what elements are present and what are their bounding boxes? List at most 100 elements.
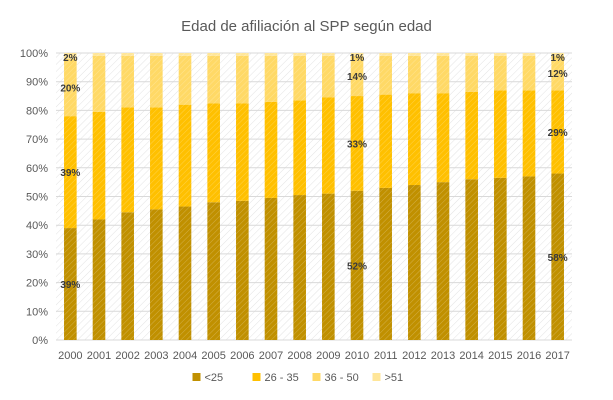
bar-segment [522, 90, 536, 177]
bar-segment [236, 53, 249, 56]
data-label: 39% [60, 280, 80, 291]
data-labels: 39% 39% 20% 2% 52% 33% 14% 1% 58% 29% 12% 1% [60, 53, 567, 291]
data-label: 33% [347, 139, 367, 150]
bar-segment [64, 116, 77, 229]
bar-segment [350, 190, 364, 340]
bar-segment [436, 93, 450, 183]
bar-segment [322, 193, 335, 340]
x-tick-label: 2012 [402, 350, 426, 362]
legend-label: >51 [385, 372, 404, 384]
chart-title: Edad de afiliación al SPP según edad [181, 18, 432, 35]
x-tick-label: 2005 [201, 350, 225, 362]
bar-segment [64, 58, 77, 117]
bar-segment [551, 53, 564, 56]
x-tick-label: 2013 [431, 350, 455, 362]
bar-segment [64, 228, 77, 340]
bar-segment [178, 55, 192, 105]
bar-segment [436, 55, 450, 94]
x-tick-label: 2011 [374, 350, 398, 362]
bar-segment [322, 97, 335, 194]
bar-segment [379, 187, 392, 340]
bar-segment [465, 53, 478, 56]
bar-segment [121, 212, 134, 340]
bar-segment [494, 53, 507, 56]
bar-segment [465, 91, 478, 180]
y-tick-label: 20% [26, 278, 48, 290]
bar-segment [494, 55, 507, 91]
x-axis-ticks: 2000 2001 2002 2003 2004 2005 2006 2007 2008 2009… [58, 350, 570, 362]
y-tick-label: 30% [26, 249, 48, 261]
bar-segment [178, 206, 192, 340]
bar-segment [551, 173, 564, 340]
data-label: 14% [347, 72, 367, 83]
bar-segment [379, 53, 392, 56]
bar-segment [92, 55, 106, 112]
gridlines [56, 52, 572, 341]
bar-segment [150, 107, 163, 210]
x-tick-label: 2004 [173, 350, 197, 362]
data-label: 1% [550, 53, 565, 64]
data-label: 2% [63, 53, 78, 64]
y-tick-label: 80% [26, 105, 48, 117]
bar-segment [494, 90, 507, 178]
bar-segment [408, 53, 421, 56]
bar-segment [121, 107, 134, 213]
bar-segment [436, 53, 450, 56]
bar-segment [150, 53, 163, 56]
bar-segment [236, 200, 249, 340]
bar-segment [293, 55, 306, 101]
legend-swatch [252, 373, 261, 381]
y-tick-label: 50% [26, 192, 48, 204]
x-tick-label: 2008 [287, 350, 311, 362]
bar-segment [408, 93, 421, 186]
bar-segment [494, 177, 507, 340]
x-tick-label: 2014 [459, 350, 483, 362]
bar-segment [207, 103, 220, 203]
bar-segment [121, 53, 134, 56]
x-tick-label: 2003 [144, 350, 168, 362]
y-tick-label: 70% [26, 134, 48, 146]
bar-segment [293, 53, 306, 56]
legend-swatch [372, 373, 381, 381]
bar-segment [264, 197, 278, 340]
y-tick-label: 90% [26, 77, 48, 89]
bar-segment [207, 55, 220, 104]
bar-segment [92, 53, 106, 56]
bar-segment [92, 219, 106, 340]
data-label: 1% [350, 53, 365, 64]
x-tick-label: 2015 [488, 350, 512, 362]
bar-segment [178, 53, 192, 56]
y-tick-label: 0% [32, 335, 48, 347]
legend: <25 26 - 35 36 - 50 >51 [192, 372, 404, 384]
bar-segment [465, 55, 478, 92]
bar-segment [322, 55, 335, 98]
bar-segment [522, 53, 536, 56]
bar-segment [150, 55, 163, 108]
legend-label: 26 - 35 [265, 372, 299, 384]
y-tick-label: 60% [26, 163, 48, 175]
data-label: 58% [548, 253, 568, 264]
bar-segment [408, 185, 421, 340]
data-label: 39% [60, 168, 80, 179]
bar-segment [236, 55, 249, 104]
x-tick-label: 2007 [259, 350, 283, 362]
bar-segment [207, 202, 220, 340]
bar-segment [264, 55, 278, 102]
bar-segment [121, 55, 134, 108]
bar-segment [178, 104, 192, 207]
bar-segment [465, 179, 478, 340]
legend-swatch [312, 373, 321, 381]
y-tick-label: 100% [20, 48, 48, 60]
legend-label: <25 [205, 372, 224, 384]
bar-segment [236, 103, 249, 201]
bar-segment [408, 55, 421, 94]
bar-segment [64, 53, 77, 59]
bar-segment [150, 209, 163, 340]
x-tick-label: 2001 [87, 350, 111, 362]
bar-segment [207, 53, 220, 56]
bar-segment [379, 55, 392, 95]
bar-segment [350, 96, 364, 191]
bar-segment [293, 100, 306, 196]
